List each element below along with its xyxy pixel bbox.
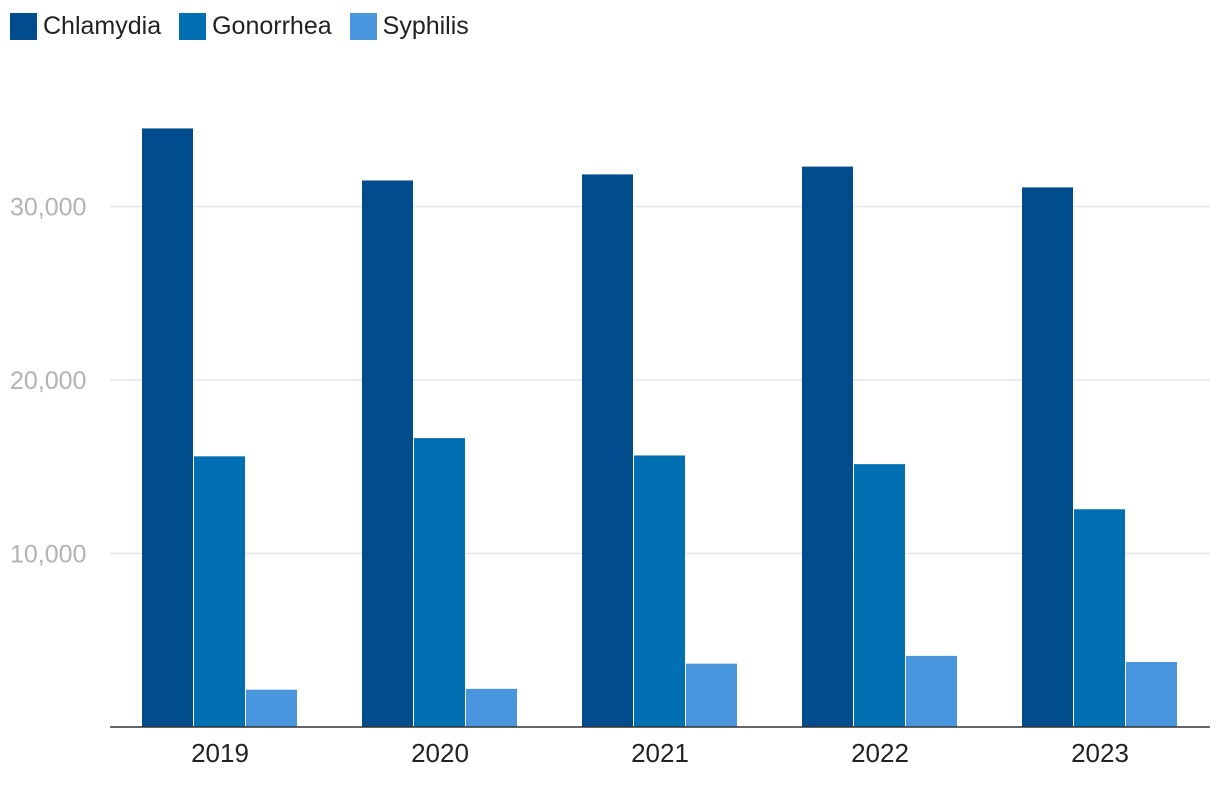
y-tick-label: 30,000 (10, 194, 86, 222)
legend-label-gonorrhea: Gonorrhea (212, 12, 332, 40)
bar-chlamydia-2021 (582, 174, 633, 728)
bar-chlamydia-2020 (362, 180, 413, 728)
bar-syphilis-2019 (246, 689, 297, 727)
legend-item-gonorrhea[interactable]: Gonorrhea (179, 12, 332, 41)
x-tick-label: 2023 (1071, 738, 1129, 768)
y-tick-label: 10,000 (10, 541, 86, 569)
legend-item-chlamydia[interactable]: Chlamydia (10, 12, 161, 41)
legend-item-syphilis[interactable]: Syphilis (349, 12, 469, 41)
y-tick-label: 20,000 (10, 367, 86, 395)
bar-syphilis-2022 (906, 655, 957, 727)
x-tick-label: 2022 (851, 738, 909, 768)
legend-swatch-syphilis (349, 13, 377, 40)
x-tick-label: 2019 (191, 738, 249, 768)
bar-gonorrhea-2019 (194, 456, 245, 727)
chart-legend: Chlamydia Gonorrhea Syphilis (10, 12, 469, 41)
bar-chlamydia-2023 (1022, 187, 1073, 728)
bar-chlamydia-2019 (142, 128, 193, 728)
bar-syphilis-2023 (1126, 661, 1177, 727)
legend-swatch-chlamydia (10, 13, 37, 40)
bar-gonorrhea-2020 (414, 438, 465, 727)
bar-chlamydia-2022 (802, 166, 853, 728)
x-tick-label: 2020 (411, 738, 469, 768)
bar-gonorrhea-2021 (634, 455, 685, 727)
legend-label-chlamydia: Chlamydia (43, 12, 162, 40)
bar-gonorrhea-2023 (1074, 509, 1125, 727)
legend-label-syphilis: Syphilis (382, 12, 469, 40)
x-tick-label: 2021 (631, 738, 689, 768)
bar-syphilis-2021 (686, 663, 737, 727)
bar-syphilis-2020 (466, 688, 517, 727)
legend-swatch-gonorrhea (179, 13, 207, 40)
bar-gonorrhea-2022 (854, 464, 905, 727)
